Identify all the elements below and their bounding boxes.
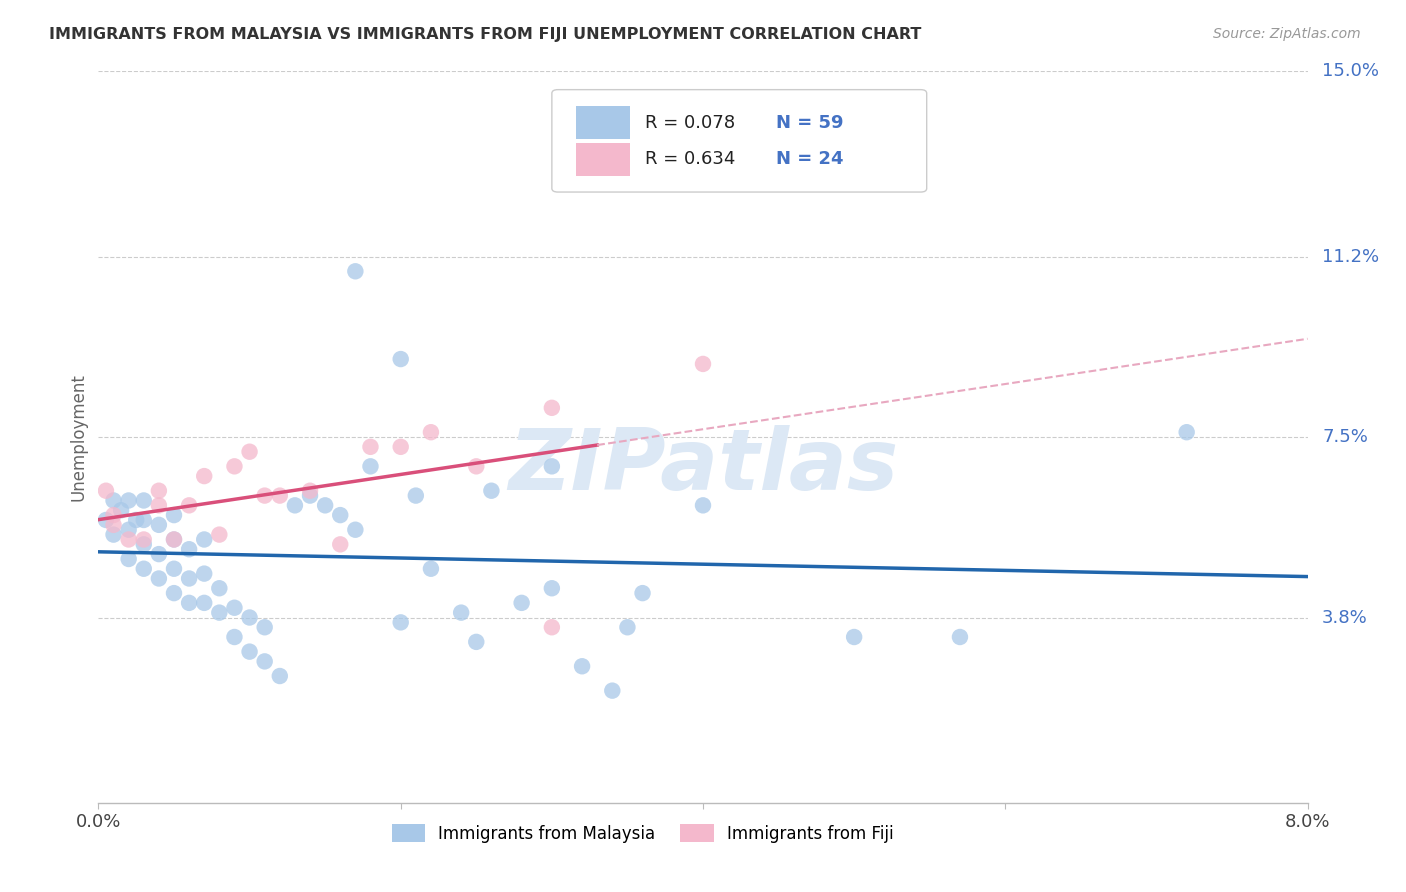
FancyBboxPatch shape bbox=[576, 106, 630, 139]
Text: 7.5%: 7.5% bbox=[1322, 428, 1368, 446]
Point bbox=[299, 489, 322, 503]
Point bbox=[103, 493, 125, 508]
Point bbox=[344, 264, 367, 278]
Point bbox=[269, 669, 291, 683]
Point bbox=[224, 630, 246, 644]
Point bbox=[360, 440, 382, 454]
Point bbox=[253, 620, 276, 634]
Text: 3.8%: 3.8% bbox=[1322, 608, 1368, 626]
Text: 15.0%: 15.0% bbox=[1322, 62, 1379, 80]
Point bbox=[540, 620, 562, 634]
Point bbox=[193, 533, 215, 547]
Point bbox=[692, 357, 714, 371]
Text: Source: ZipAtlas.com: Source: ZipAtlas.com bbox=[1213, 27, 1361, 41]
Point bbox=[132, 513, 155, 527]
FancyBboxPatch shape bbox=[576, 143, 630, 176]
Point bbox=[299, 483, 322, 498]
Point bbox=[179, 542, 201, 557]
Point bbox=[329, 508, 352, 522]
Point bbox=[571, 659, 593, 673]
Point bbox=[208, 527, 231, 541]
Point bbox=[540, 401, 562, 415]
Point bbox=[844, 630, 866, 644]
Point bbox=[179, 596, 201, 610]
Text: N = 59: N = 59 bbox=[776, 113, 844, 131]
Point bbox=[1175, 425, 1198, 440]
Point bbox=[193, 596, 215, 610]
Point bbox=[125, 513, 148, 527]
Point bbox=[253, 489, 276, 503]
Point bbox=[163, 562, 186, 576]
Text: R = 0.634: R = 0.634 bbox=[645, 150, 735, 168]
Point bbox=[103, 517, 125, 532]
Point bbox=[481, 483, 503, 498]
Point bbox=[239, 444, 262, 458]
Point bbox=[284, 499, 307, 513]
Point bbox=[420, 425, 443, 440]
Point bbox=[314, 499, 336, 513]
Point bbox=[179, 572, 201, 586]
Point bbox=[208, 606, 231, 620]
Point bbox=[193, 469, 215, 483]
Text: 11.2%: 11.2% bbox=[1322, 248, 1379, 266]
Point bbox=[239, 645, 262, 659]
Point bbox=[179, 499, 201, 513]
Point bbox=[118, 523, 141, 537]
Y-axis label: Unemployment: Unemployment bbox=[69, 373, 87, 501]
Legend: Immigrants from Malaysia, Immigrants from Fiji: Immigrants from Malaysia, Immigrants fro… bbox=[385, 818, 900, 849]
Point bbox=[103, 508, 125, 522]
Point bbox=[389, 615, 412, 630]
Point bbox=[405, 489, 427, 503]
Point bbox=[631, 586, 654, 600]
Point bbox=[118, 493, 141, 508]
Point bbox=[329, 537, 352, 551]
Point bbox=[118, 552, 141, 566]
Point bbox=[949, 630, 972, 644]
Point bbox=[450, 606, 472, 620]
Point bbox=[540, 581, 562, 595]
Point bbox=[420, 562, 443, 576]
Point bbox=[510, 596, 533, 610]
Point bbox=[389, 440, 412, 454]
Point bbox=[163, 533, 186, 547]
Point bbox=[208, 581, 231, 595]
Point bbox=[269, 489, 291, 503]
Point bbox=[118, 533, 141, 547]
Point bbox=[389, 352, 412, 367]
Point bbox=[132, 537, 155, 551]
Point bbox=[148, 572, 170, 586]
Point bbox=[602, 683, 624, 698]
Point bbox=[224, 459, 246, 474]
Text: ZIPatlas: ZIPatlas bbox=[508, 425, 898, 508]
Point bbox=[616, 620, 638, 634]
Point bbox=[465, 635, 488, 649]
Point bbox=[110, 503, 132, 517]
Text: R = 0.078: R = 0.078 bbox=[645, 113, 735, 131]
Point bbox=[132, 562, 155, 576]
Point bbox=[148, 547, 170, 561]
Point bbox=[148, 483, 170, 498]
Point bbox=[148, 517, 170, 532]
Point bbox=[239, 610, 262, 624]
Point bbox=[103, 527, 125, 541]
Point bbox=[253, 654, 276, 668]
Text: N = 24: N = 24 bbox=[776, 150, 844, 168]
Text: IMMIGRANTS FROM MALAYSIA VS IMMIGRANTS FROM FIJI UNEMPLOYMENT CORRELATION CHART: IMMIGRANTS FROM MALAYSIA VS IMMIGRANTS F… bbox=[49, 27, 921, 42]
Point bbox=[132, 493, 155, 508]
Point bbox=[540, 459, 562, 474]
Point bbox=[224, 600, 246, 615]
Point bbox=[94, 513, 117, 527]
FancyBboxPatch shape bbox=[551, 90, 927, 192]
Point bbox=[360, 459, 382, 474]
Point bbox=[163, 533, 186, 547]
Point bbox=[465, 459, 488, 474]
Point bbox=[132, 533, 155, 547]
Point bbox=[163, 508, 186, 522]
Point bbox=[692, 499, 714, 513]
Point bbox=[163, 586, 186, 600]
Point bbox=[344, 523, 367, 537]
Point bbox=[148, 499, 170, 513]
Point bbox=[193, 566, 215, 581]
Point bbox=[94, 483, 117, 498]
